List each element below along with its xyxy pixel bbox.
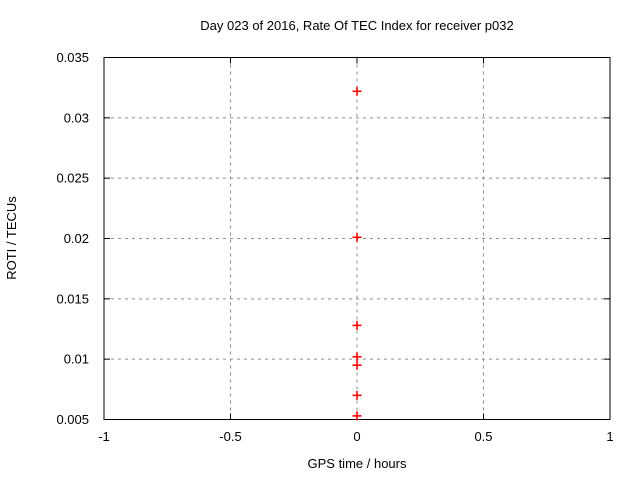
x-tick-label: 1 bbox=[606, 429, 613, 444]
data-point-marker bbox=[352, 320, 362, 330]
x-tick-label: -1 bbox=[98, 429, 110, 444]
y-tick-label: 0.02 bbox=[64, 231, 89, 246]
data-point-marker bbox=[352, 86, 362, 96]
y-tick-label: 0.03 bbox=[64, 110, 89, 125]
y-tick-label: 0.015 bbox=[56, 291, 89, 306]
y-tick-label: 0.005 bbox=[56, 412, 89, 427]
data-point-marker bbox=[352, 360, 362, 370]
x-tick-label: 0 bbox=[353, 429, 360, 444]
y-tick-labels: 0.005 0.01 0.015 0.02 0.025 0.03 0.035 bbox=[56, 50, 89, 427]
axis-ticks bbox=[103, 57, 611, 420]
y-tick-label: 0.01 bbox=[64, 352, 89, 367]
data-points bbox=[352, 86, 362, 421]
x-tick-label: -0.5 bbox=[219, 429, 241, 444]
y-tick-label: 0.025 bbox=[56, 171, 89, 186]
x-tick-labels: -1 -0.5 0 0.5 1 bbox=[98, 429, 613, 444]
data-point-marker bbox=[352, 390, 362, 400]
x-tick-label: 0.5 bbox=[474, 429, 492, 444]
y-tick-label: 0.035 bbox=[56, 50, 89, 65]
data-point-marker bbox=[352, 232, 362, 242]
x-axis-label: GPS time / hours bbox=[308, 456, 407, 471]
data-point-marker bbox=[352, 411, 362, 421]
y-axis-label: ROTI / TECUs bbox=[4, 196, 19, 280]
data-point-marker bbox=[352, 352, 362, 362]
chart-title: Day 023 of 2016, Rate Of TEC Index for r… bbox=[200, 18, 513, 33]
